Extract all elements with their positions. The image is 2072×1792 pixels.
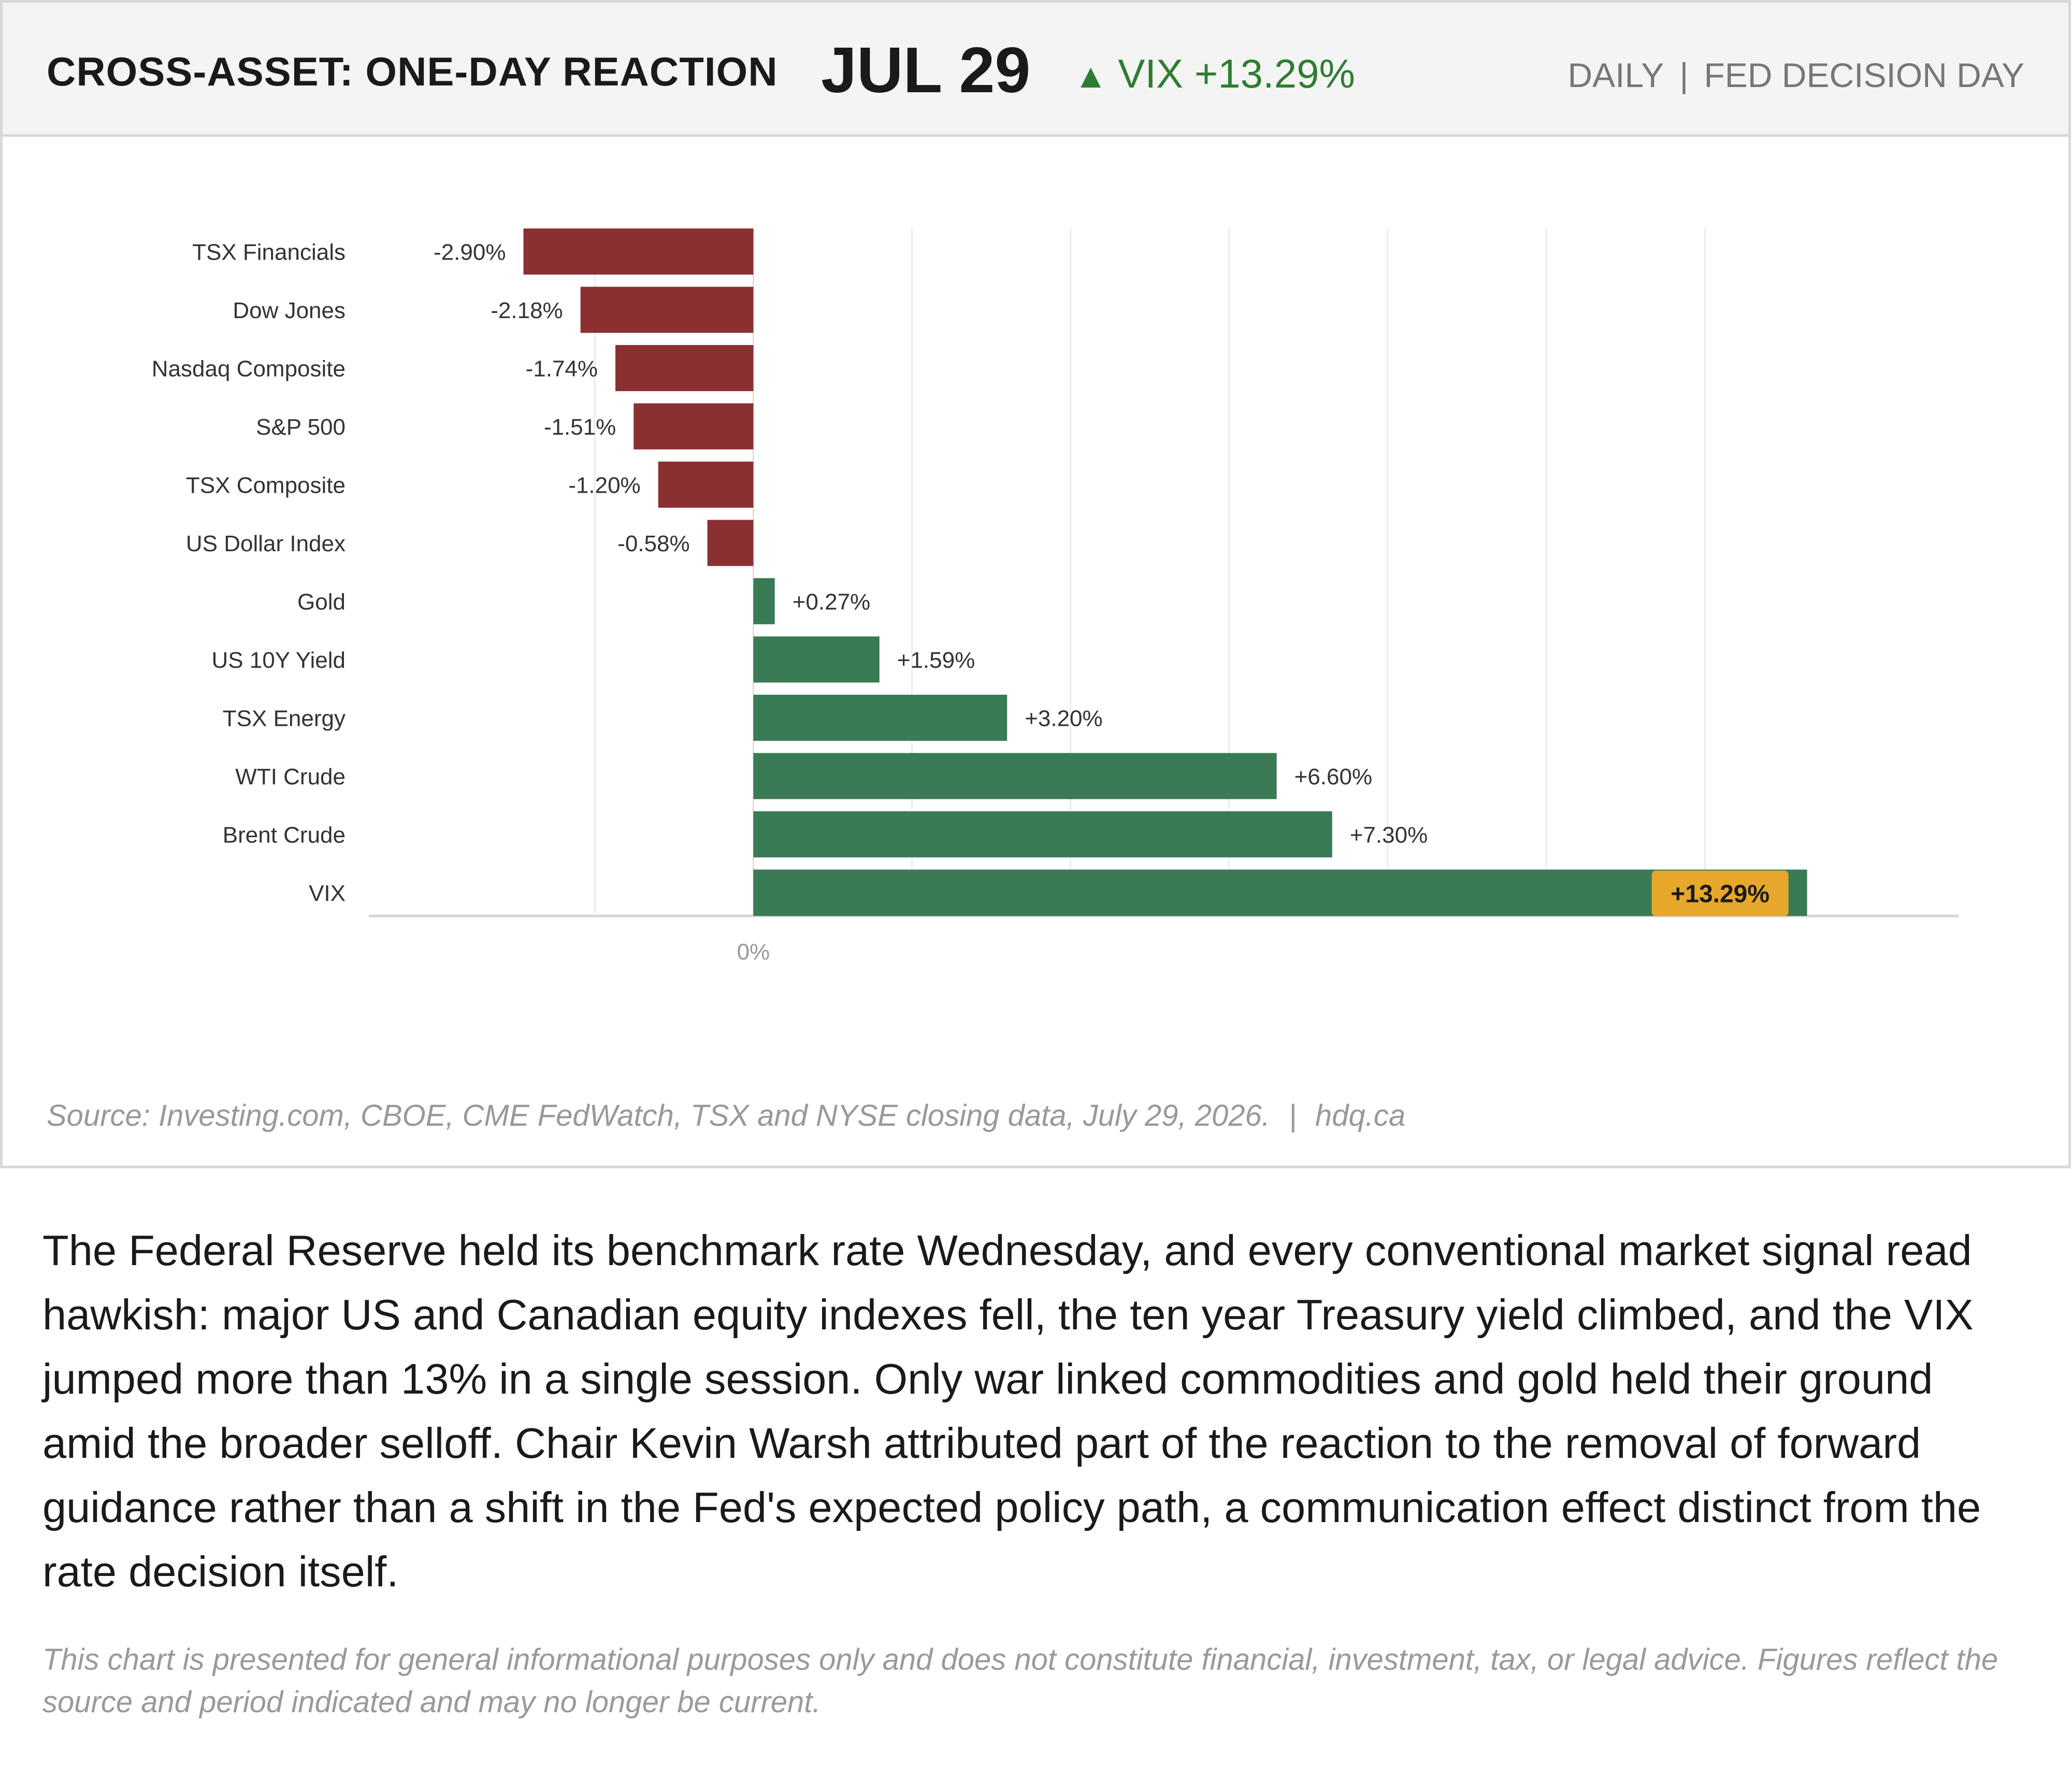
bars bbox=[523, 228, 1807, 916]
frequency-tag: DAILY bbox=[1567, 56, 1664, 94]
category-label: TSX Energy bbox=[223, 706, 346, 732]
vix-change-badge: ▲ VIX +13.29% bbox=[1074, 50, 1355, 97]
category-label: Gold bbox=[297, 590, 346, 615]
bar bbox=[753, 811, 1332, 857]
highlight-badge bbox=[1651, 870, 1789, 916]
value-label: -0.58% bbox=[617, 531, 689, 556]
tag-separator: | bbox=[1679, 56, 1689, 94]
value-label: +0.27% bbox=[793, 590, 870, 615]
source-site: hdq.ca bbox=[1315, 1099, 1406, 1132]
bar bbox=[658, 462, 754, 508]
disclaimer-text: This chart is presented for general info… bbox=[42, 1643, 1998, 1719]
chart-card: CROSS-ASSET: ONE-DAY REACTION JUL 29 ▲ VI… bbox=[0, 0, 2071, 1168]
bar-chart: 0% TSX Financials -2.90% Dow Jones -2.18% Nas… bbox=[152, 228, 1959, 965]
bar bbox=[523, 228, 754, 275]
category-label: WTI Crude bbox=[235, 764, 346, 790]
bar bbox=[615, 345, 754, 391]
source-separator: | bbox=[1288, 1099, 1297, 1132]
value-label: -1.74% bbox=[526, 356, 598, 382]
event-tag: FED DECISION DAY bbox=[1704, 56, 2024, 94]
value-label: +6.60% bbox=[1294, 764, 1372, 790]
source-line: Source: Investing.com, CBOE, CME FedWatc… bbox=[47, 1098, 1405, 1133]
value-label: +7.30% bbox=[1350, 823, 1428, 848]
chart-header: CROSS-ASSET: ONE-DAY REACTION JUL 29 ▲ VI… bbox=[3, 3, 2068, 137]
up-arrow-icon: ▲ bbox=[1074, 56, 1108, 95]
value-label: -1.51% bbox=[544, 414, 616, 440]
chart-tags: DAILY | FED DECISION DAY bbox=[1567, 55, 2024, 95]
value-label: +1.59% bbox=[897, 648, 975, 673]
value-label: -1.20% bbox=[568, 473, 640, 498]
bar bbox=[580, 286, 754, 333]
category-label: TSX Composite bbox=[186, 473, 346, 498]
bar bbox=[753, 636, 880, 683]
chart-title: CROSS-ASSET: ONE-DAY REACTION bbox=[47, 49, 778, 94]
bar bbox=[753, 869, 1807, 916]
category-label: TSX Financials bbox=[192, 240, 346, 265]
bar bbox=[753, 695, 1008, 741]
bar bbox=[634, 403, 754, 450]
value-label: -2.18% bbox=[491, 298, 563, 323]
value-label: +3.20% bbox=[1025, 706, 1102, 732]
category-label: US Dollar Index bbox=[186, 531, 346, 556]
date-label: JUL 29 bbox=[821, 35, 1031, 106]
article-paragraph: The Federal Reserve held its benchmark r… bbox=[42, 1226, 1981, 1596]
source-text: Source: Investing.com, CBOE, CME FedWatc… bbox=[47, 1099, 1270, 1132]
category-label: Nasdaq Composite bbox=[152, 356, 346, 382]
bar bbox=[753, 753, 1277, 799]
vix-change-text: VIX +13.29% bbox=[1118, 51, 1355, 96]
value-label: -2.90% bbox=[434, 240, 506, 265]
category-label: S&P 500 bbox=[256, 414, 346, 440]
x-tick-label: 0% bbox=[737, 939, 770, 965]
bar bbox=[753, 578, 775, 624]
category-label: Brent Crude bbox=[223, 823, 346, 848]
labels: 0% TSX Financials -2.90% Dow Jones -2.18% Nas… bbox=[152, 240, 1789, 965]
bar bbox=[707, 520, 754, 566]
category-label: VIX bbox=[309, 881, 346, 906]
category-label: US 10Y Yield bbox=[212, 648, 346, 673]
value-label: +13.29% bbox=[1671, 881, 1769, 908]
category-label: Dow Jones bbox=[233, 298, 346, 323]
